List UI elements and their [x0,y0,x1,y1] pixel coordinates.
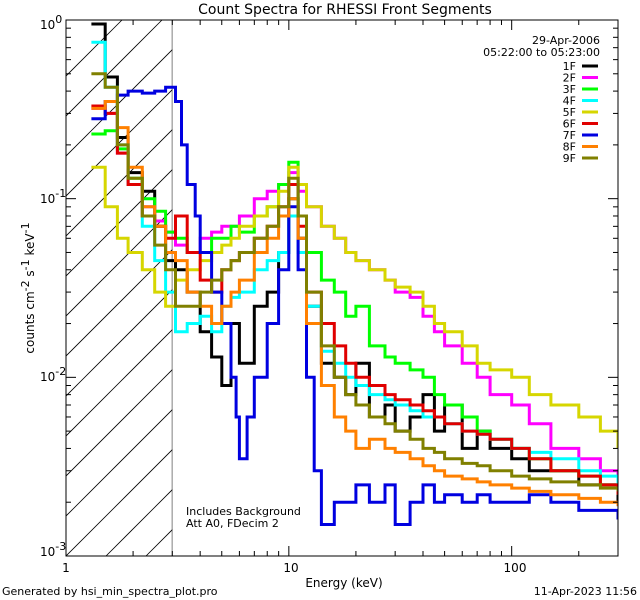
y-tick-label-3: 100 [40,13,62,32]
y-axis-label: counts cm-2 s-1 keV-1 [19,222,37,353]
series-line-7f [91,85,618,526]
hatch-line [66,449,173,556]
axis-ticks [65,19,619,557]
series-line-4f [91,40,618,485]
plot-frame [65,19,619,557]
footer-generated-by: Generated by hsi_min_spectra_plot.pro [2,585,218,598]
legend-label-2f: 2F [563,72,576,85]
y-tick-label-1: 10-2 [40,365,66,384]
series-line-2f [91,106,618,485]
chart-title: Count Spectra for RHESSI Front Segments [198,2,492,18]
legend-label-8f: 8F [563,141,576,154]
legend-time-range: 05:22:00 to 05:23:00 [483,46,600,59]
series-line-9f [91,72,618,492]
legend-date: 29-Apr-2006 [532,34,600,47]
x-tick-labels: 1 10 100 [62,561,526,575]
hatch-line [66,369,173,477]
annotation-background: Includes Background [186,505,301,518]
legend-label-3f: 3F [563,83,576,96]
x-tick-label-1: 1 [62,561,70,575]
legend-label-4f: 4F [563,95,576,108]
footer-date: 11-Apr-2023 11:56 [534,585,637,598]
legend-label-1f: 1F [563,60,576,73]
y-tick-label-0: 10-3 [40,540,66,559]
legend-label-5f: 5F [563,106,576,119]
hatch-line [66,249,173,357]
hatch-line [66,49,173,157]
series-line-8f [91,100,618,507]
hatch-line [66,169,173,277]
y-tick-labels: 10-3 10-2 10-1 100 [40,13,66,559]
series-group [91,22,618,526]
legend-label-7f: 7F [563,129,576,142]
hatch-line [66,89,173,197]
hatch-line [66,209,173,317]
x-tick-label-100: 100 [504,561,527,575]
legend-label-9f: 9F [563,152,576,165]
hatched-region [66,20,173,556]
hatch-line [66,20,163,117]
x-tick-label-10: 10 [283,561,298,575]
x-axis-label: Energy (keV) [305,576,382,590]
annotation-attenuator: Att A0, FDecim 2 [186,517,279,530]
legend-label-6f: 6F [563,118,576,131]
y-tick-label-2: 10-1 [40,187,66,206]
hatch-line [66,409,173,517]
